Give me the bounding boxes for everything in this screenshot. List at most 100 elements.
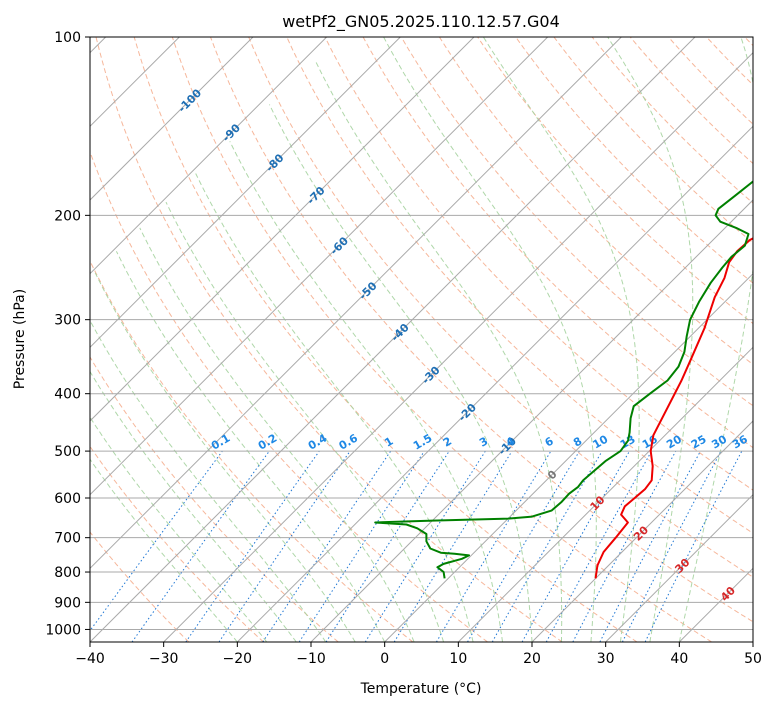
mixing-ratio-line bbox=[599, 450, 701, 642]
isotherm-line bbox=[90, 37, 622, 570]
mixing-ratio-label: 8 bbox=[571, 435, 584, 450]
background-lines bbox=[90, 37, 753, 642]
gridlines bbox=[90, 37, 753, 642]
dry-adiabat bbox=[438, 37, 753, 366]
moist-adiabat bbox=[90, 319, 327, 642]
x-tick-label: 0 bbox=[380, 651, 389, 667]
x-axis: −40 −30 −20 −10 0 10 20 30 40 50 bbox=[75, 642, 762, 667]
y-axis-label: Pressure (hPa) bbox=[12, 289, 28, 389]
x-tick-label: 40 bbox=[670, 651, 688, 667]
x-tick-label: −40 bbox=[75, 651, 105, 667]
isotherm-line bbox=[90, 37, 475, 422]
x-tick-label: 20 bbox=[523, 651, 541, 667]
mixing-ratio-line bbox=[467, 450, 580, 642]
isotherm-line bbox=[163, 51, 753, 642]
dry-adiabat bbox=[744, 37, 753, 47]
moist-adiabat bbox=[94, 272, 356, 642]
y-tick-label: 200 bbox=[54, 208, 81, 224]
isotherm-label: -100 bbox=[176, 86, 205, 115]
moist-adiabat bbox=[195, 173, 474, 642]
dry-adiabat bbox=[515, 37, 753, 284]
isotherm-line bbox=[90, 37, 549, 496]
mixing-ratio-line bbox=[262, 450, 392, 642]
chart-title: wetPf2_GN05.2025.110.12.57.G04 bbox=[282, 12, 560, 32]
moist-adiabat bbox=[482, 37, 640, 642]
y-axis: 100 200 300 400 500 600 700 800 900 1000 bbox=[45, 30, 90, 638]
isotherm-line bbox=[384, 272, 753, 642]
plot-frame bbox=[89, 36, 754, 643]
isotherm-line bbox=[605, 493, 753, 642]
isotherm-line bbox=[90, 37, 696, 642]
y-tick-label: 700 bbox=[54, 531, 81, 547]
dry-adiabat bbox=[248, 37, 753, 578]
dry-adiabat bbox=[591, 37, 753, 204]
mixing-ratio-line bbox=[521, 450, 630, 642]
moist-adiabat bbox=[90, 416, 268, 642]
dry-adiabat bbox=[706, 37, 753, 86]
moist-adiabat bbox=[383, 37, 597, 642]
dry-adiabat bbox=[362, 37, 753, 449]
dry-adiabat bbox=[90, 259, 414, 642]
mixing-ratio-line bbox=[90, 450, 223, 632]
isotherm-line bbox=[90, 37, 328, 275]
dry-adiabat bbox=[90, 445, 264, 642]
x-axis-label: Temperature (°C) bbox=[360, 681, 482, 697]
x-tick-label: −30 bbox=[149, 651, 179, 667]
x-tick-label: 30 bbox=[597, 651, 615, 667]
y-tick-label: 400 bbox=[54, 387, 81, 403]
y-tick-label: 300 bbox=[54, 313, 81, 329]
dry-adiabat bbox=[210, 37, 753, 623]
mixing-ratio-line bbox=[393, 450, 513, 642]
x-tick-label: 50 bbox=[744, 651, 762, 667]
moist-adiabat bbox=[315, 61, 563, 642]
mixing-ratio-line bbox=[325, 450, 450, 642]
moist-adiabat bbox=[268, 104, 533, 642]
moist-adiabat bbox=[139, 227, 415, 642]
mixing-ratio-label: 1 bbox=[382, 435, 395, 450]
mixing-ratio-label: 16 bbox=[640, 432, 660, 451]
dewpoint-line bbox=[374, 180, 753, 579]
temperature-line bbox=[594, 237, 753, 579]
dry-adiabat bbox=[324, 37, 753, 491]
y-tick-label: 500 bbox=[54, 444, 81, 460]
mixing-ratio-line bbox=[185, 450, 320, 642]
y-tick-label: 600 bbox=[54, 491, 81, 507]
isotherm-line bbox=[752, 641, 753, 642]
mixing-ratio-line bbox=[218, 450, 351, 642]
moist-adiabat bbox=[229, 141, 503, 642]
isotherm-line bbox=[310, 199, 753, 642]
dry-adiabat bbox=[400, 37, 753, 407]
mixing-ratio-line bbox=[572, 450, 677, 642]
mixing-ratio-label: 1.5 bbox=[411, 432, 434, 453]
y-tick-label: 1000 bbox=[45, 622, 81, 638]
mixing-ratio-label: 10 bbox=[591, 432, 611, 451]
x-tick-label: 10 bbox=[449, 651, 467, 667]
mixing-ratio-line bbox=[131, 450, 270, 642]
isotherm-line bbox=[90, 37, 254, 201]
isotherm-line bbox=[531, 420, 753, 642]
isotherm-line bbox=[457, 346, 753, 642]
y-tick-label: 900 bbox=[54, 595, 81, 611]
mixing-ratio-line bbox=[545, 450, 653, 642]
moist-adiabat bbox=[678, 37, 753, 642]
isotherm-line bbox=[678, 567, 753, 642]
mixing-ratio-line bbox=[644, 450, 743, 642]
dry-adiabat bbox=[95, 37, 563, 642]
dry-adiabat bbox=[133, 37, 638, 642]
series-lines bbox=[374, 180, 753, 579]
isotherm-line bbox=[236, 125, 753, 642]
mixing-ratio-label: 0.1 bbox=[209, 432, 232, 453]
dry-adiabat bbox=[90, 531, 190, 642]
mixing-ratio-label: 3 bbox=[477, 435, 490, 450]
mixing-ratio-label: 25 bbox=[689, 433, 709, 452]
mixing-ratio-label: 30 bbox=[709, 432, 729, 451]
mixing-ratio-label: 0.4 bbox=[306, 431, 330, 452]
dry-adiabat bbox=[668, 37, 753, 125]
isotherm-line bbox=[90, 37, 401, 349]
dry-adiabat bbox=[90, 356, 339, 642]
mixing-ratio-label: 36 bbox=[730, 432, 750, 451]
x-tick-label: −10 bbox=[296, 651, 326, 667]
